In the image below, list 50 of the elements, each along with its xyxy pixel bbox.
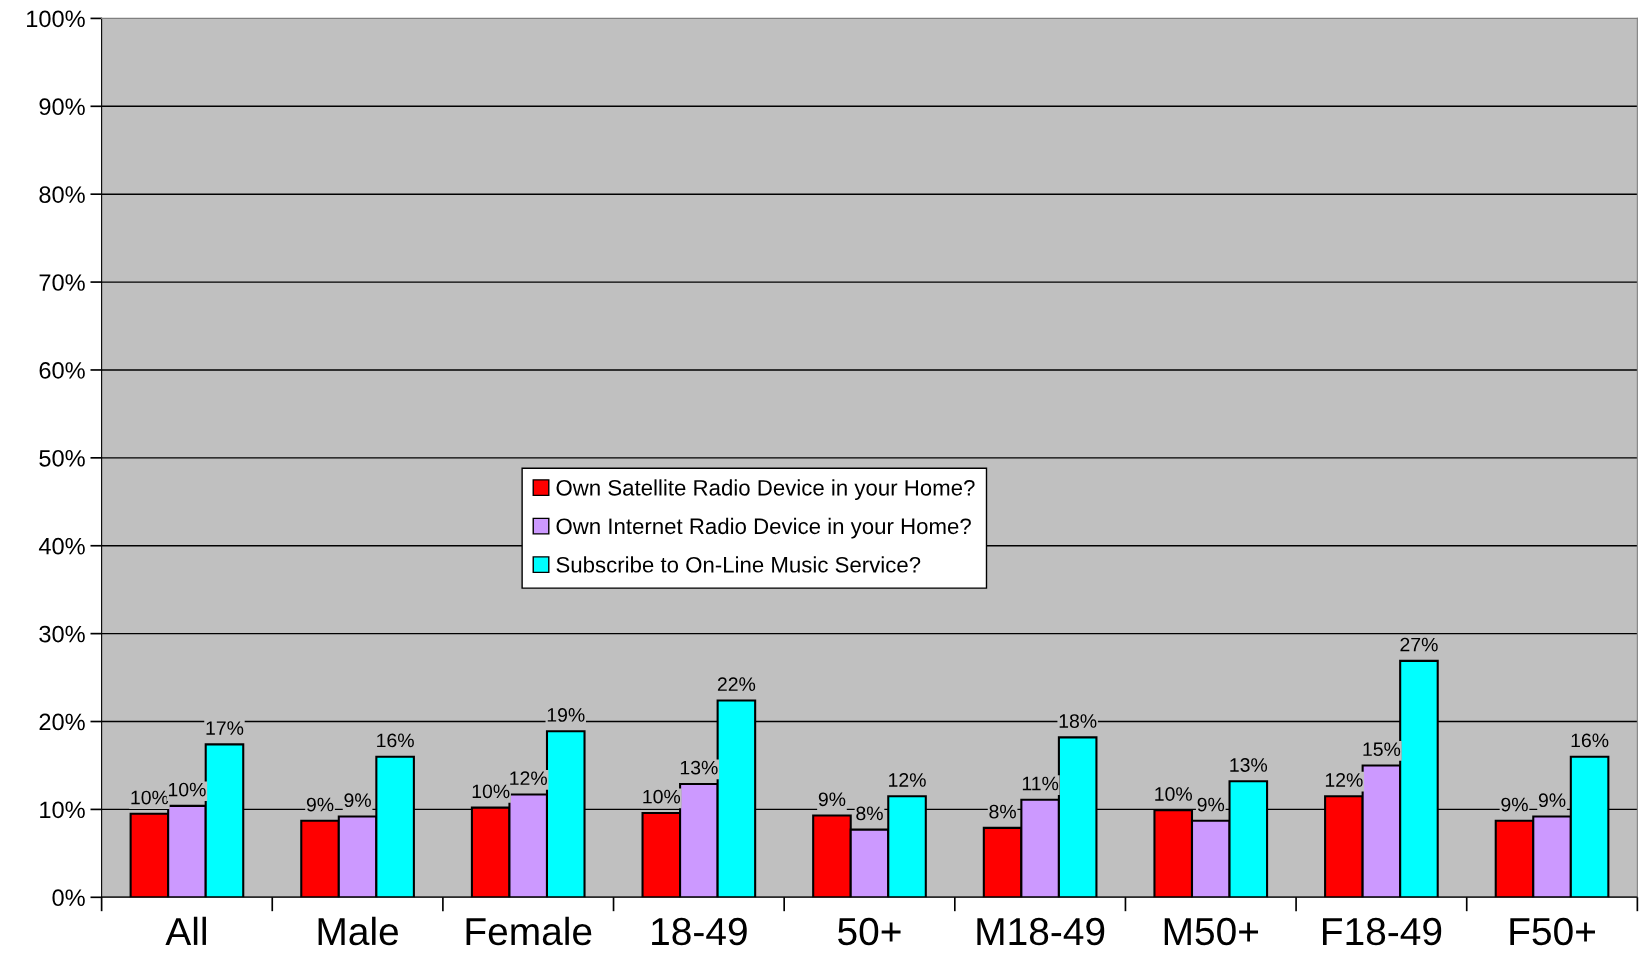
data-label: 10% [472, 784, 510, 799]
data-label: 9% [1538, 793, 1566, 808]
legend-label: Subscribe to On-Line Music Service? [556, 556, 921, 573]
data-label: 10% [131, 790, 169, 805]
data-label: 13% [680, 760, 718, 775]
data-label: 9% [344, 793, 371, 808]
x-tick-label: 18-49 [652, 917, 747, 946]
data-label: 9% [306, 797, 334, 812]
y-tick-label: 50% [39, 449, 85, 467]
data-label: 22% [717, 677, 756, 691]
data-label: 10% [168, 782, 206, 797]
y-tick-label: 40% [38, 537, 85, 555]
y-tick-label: 10% [40, 801, 85, 819]
data-label: 12% [889, 773, 926, 787]
legend-label: Own Satellite Radio Device in your Home? [556, 479, 975, 501]
y-tick-label: 60% [39, 362, 85, 379]
data-label: 13% [1230, 758, 1268, 772]
data-label: 17% [206, 721, 244, 735]
y-tick-label: 30% [39, 625, 85, 643]
data-label: 16% [377, 733, 414, 748]
x-tick-label: 50+ [838, 917, 901, 946]
data-label: 19% [547, 708, 585, 722]
y-tick-label: 20% [39, 713, 85, 731]
data-label: 15% [1363, 742, 1401, 757]
data-label: 18% [1059, 714, 1097, 728]
data-label: 9% [1197, 797, 1225, 812]
data-label: 8% [989, 804, 1016, 819]
data-label: 9% [818, 792, 846, 807]
x-tick-label: Female [466, 916, 592, 946]
y-tick-label: 70% [39, 274, 85, 291]
y-tick-label: 90% [39, 98, 85, 116]
data-label: 16% [1571, 733, 1609, 748]
x-tick-label: M50+ [1164, 917, 1259, 946]
data-label: 10% [1155, 787, 1192, 801]
x-tick-label: F18-49 [1322, 917, 1442, 946]
x-tick-label: Male [318, 916, 398, 946]
data-label: 11% [1022, 776, 1059, 791]
data-label: 9% [1501, 797, 1528, 812]
y-tick-label: 100% [27, 10, 85, 28]
data-label: 10% [643, 789, 681, 804]
data-label: 12% [1325, 773, 1363, 787]
data-label: 12% [510, 771, 547, 785]
x-tick-label: F50+ [1510, 917, 1595, 946]
y-tick-label: 80% [39, 186, 85, 203]
legend-label: Own Internet Radio Device in your Home? [556, 517, 971, 539]
y-tick-label: 0% [52, 889, 85, 907]
x-tick-label: All [165, 916, 206, 945]
data-label: 27% [1400, 637, 1438, 652]
x-tick-label: M18-49 [977, 917, 1105, 946]
data-label: 8% [856, 806, 883, 821]
